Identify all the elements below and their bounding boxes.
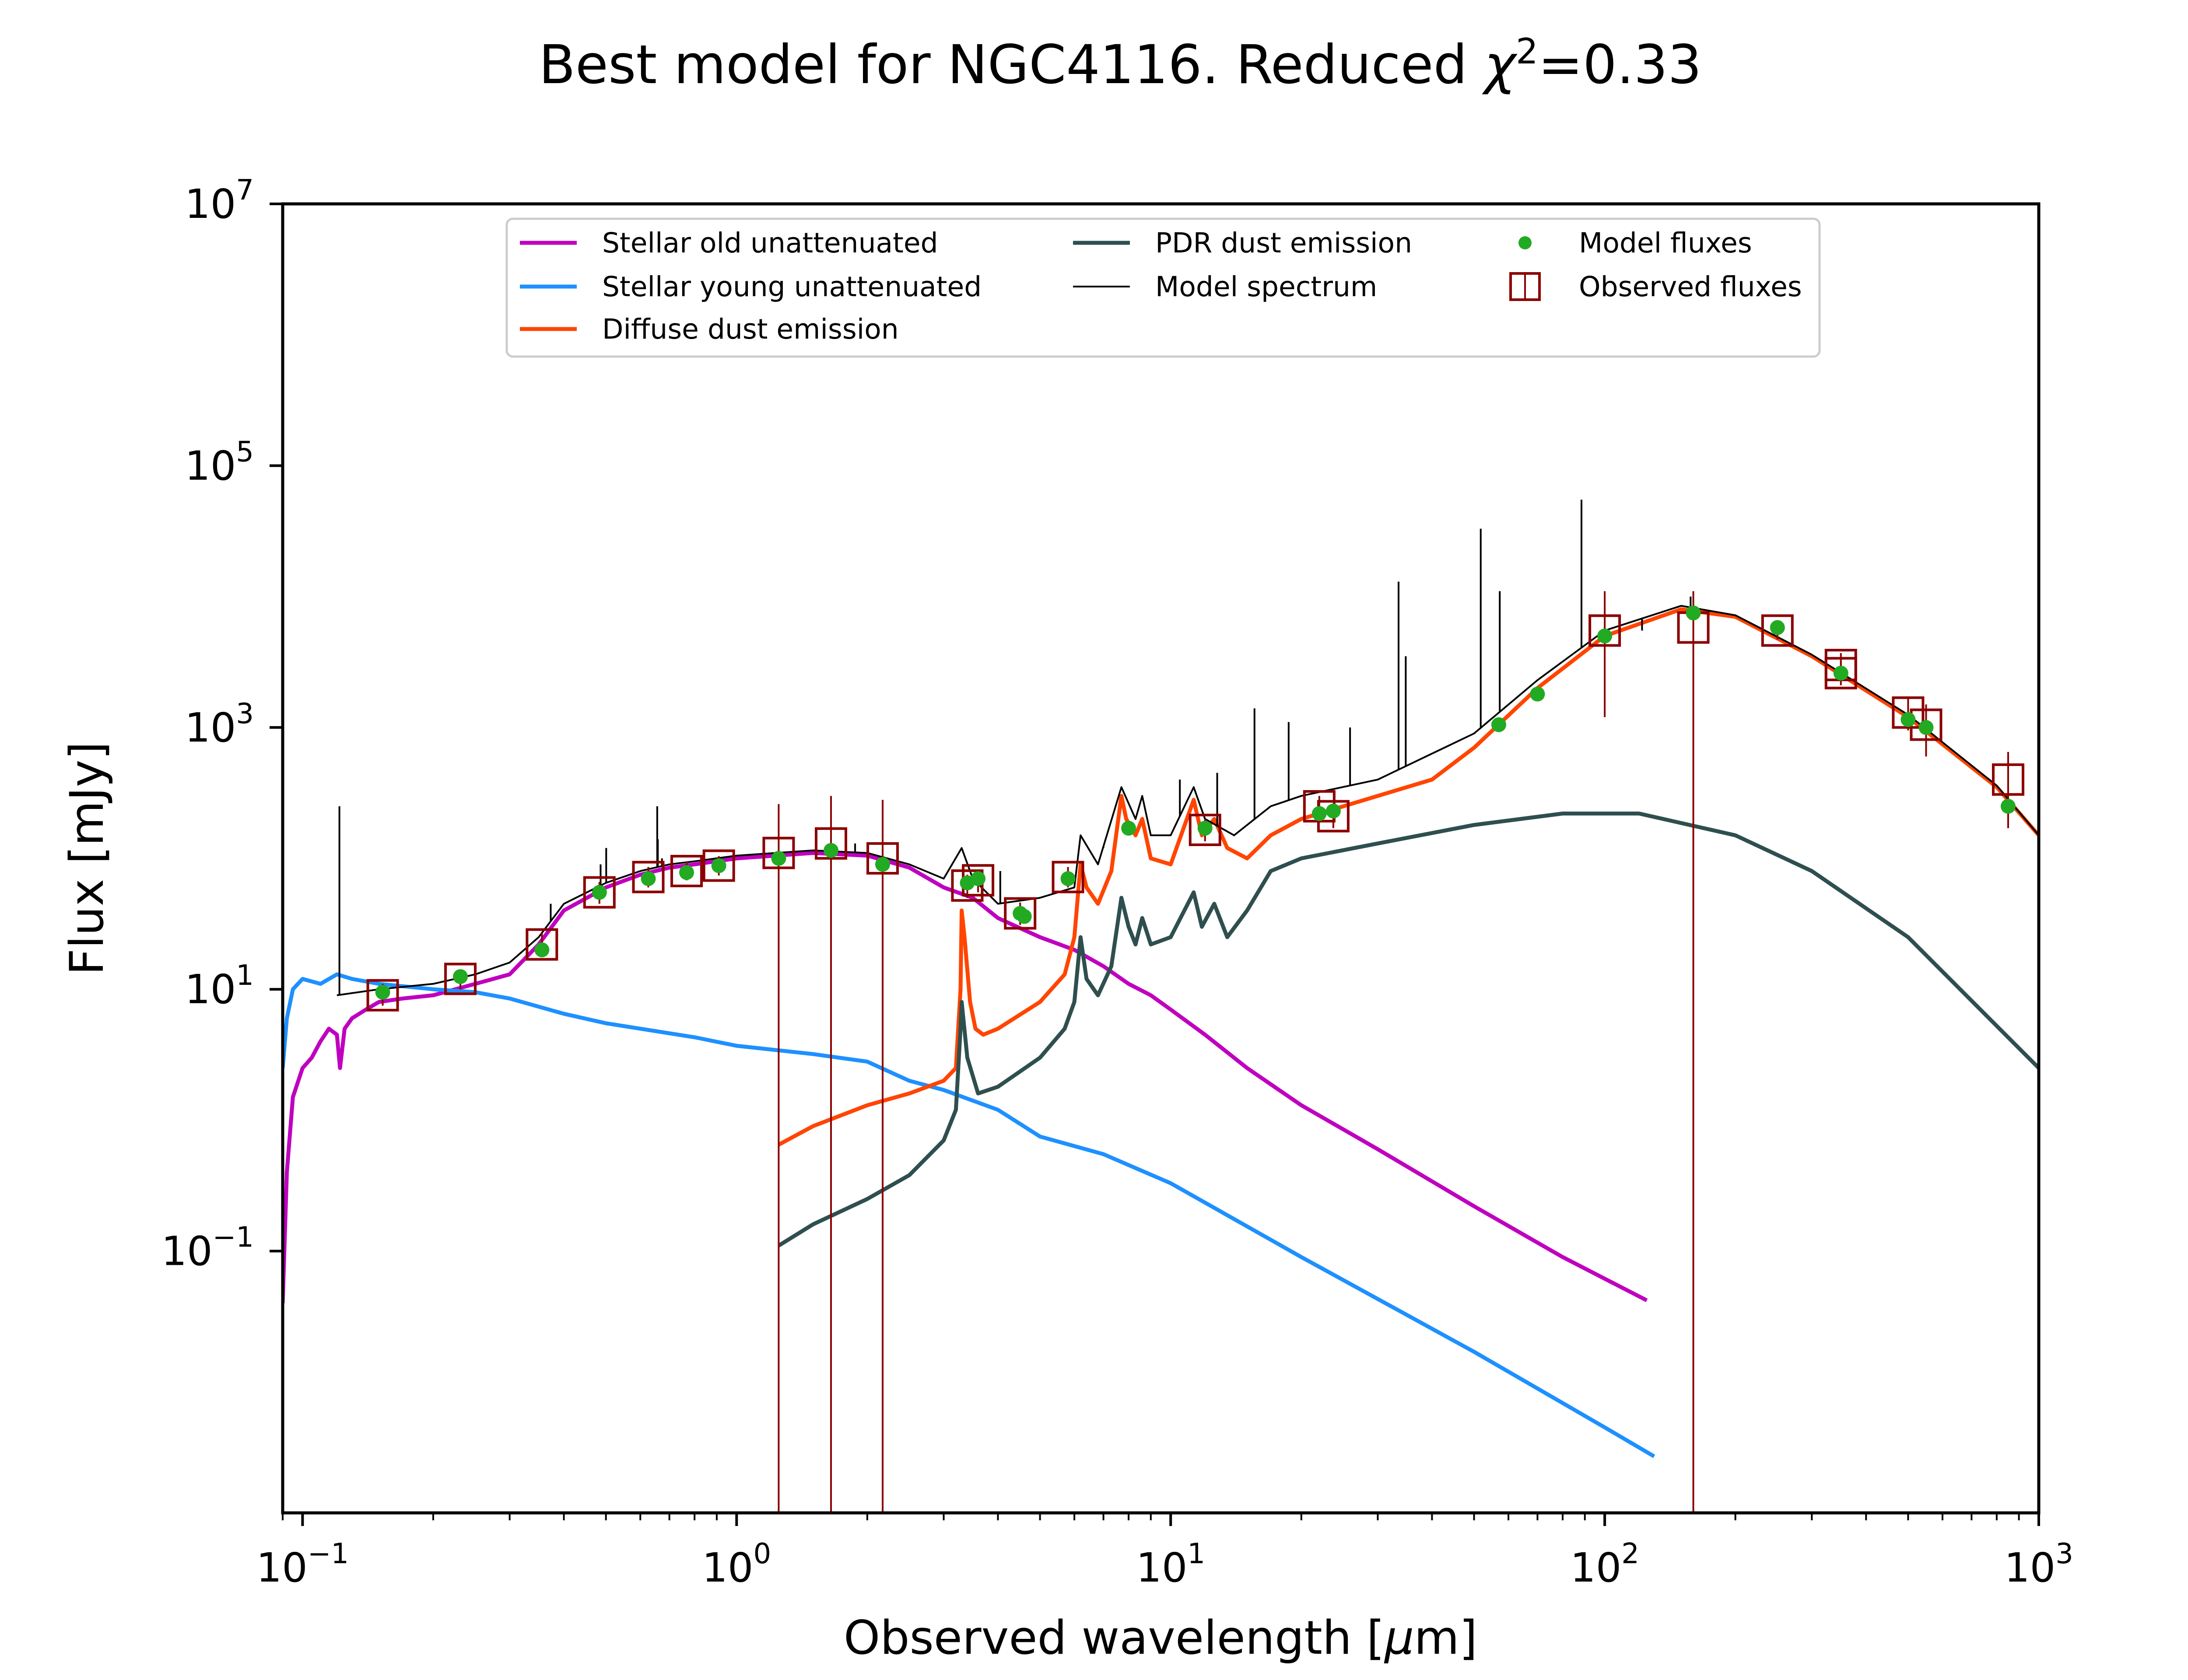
model-flux-point	[824, 843, 839, 858]
model-flux-point	[1900, 712, 1916, 727]
legend-label-old: Stellar old unattenuated	[602, 227, 938, 259]
x-tick-label: 101	[1136, 1538, 1205, 1591]
legend-label-young: Stellar young unattenuated	[602, 271, 982, 303]
observed-flux-marker	[815, 827, 848, 860]
observed-flux-marker	[583, 876, 616, 909]
model-flux-point	[641, 871, 656, 886]
legend-label-obsflux: Observed fluxes	[1579, 271, 1802, 303]
x-axis-label: Observed wavelength [μm]	[844, 1611, 1477, 1665]
observed-flux-marker	[670, 854, 703, 887]
observed-flux-marker	[1824, 657, 1857, 690]
axes: 10−1 100 101 102 103 10−1 101 103 105 107	[161, 174, 2073, 1591]
x-tick-label: 10−1	[256, 1538, 349, 1591]
model-flux-point	[1530, 686, 1545, 702]
observed-flux-marker	[762, 836, 795, 869]
x-tick-label: 100	[702, 1538, 771, 1591]
model-flux-point	[1597, 628, 1613, 644]
model-flux-point	[1197, 821, 1213, 836]
y-axis-label: Flux [mJy]	[60, 742, 114, 975]
y-tick-label: 107	[185, 174, 254, 228]
observed-flux-marker	[632, 861, 665, 893]
observed-flux-marker	[1189, 813, 1221, 846]
y-tick-label: 103	[185, 698, 254, 751]
plot-area	[283, 500, 2039, 1513]
legend-box	[505, 217, 1821, 358]
legend-swatch-modelflux	[1518, 236, 1532, 249]
model-flux-point	[875, 857, 891, 872]
legend-label-modelflux: Model fluxes	[1579, 227, 1752, 259]
series-line-young	[283, 972, 1655, 1458]
model-flux-point	[971, 871, 986, 886]
legend-label-diffuse: Diffuse dust emission	[602, 313, 899, 345]
model-flux-point	[453, 969, 468, 984]
model-flux-point	[1325, 803, 1341, 819]
series-line-pdr	[778, 812, 2039, 1248]
model-flux-point	[1121, 821, 1136, 836]
observed-flux-marker	[702, 849, 735, 882]
observed-flux-marker	[366, 979, 399, 1012]
chart-title: Best model for NGC4116. Reduced χ2=0.33	[539, 31, 1702, 96]
model-flux-point	[1017, 909, 1032, 924]
observed-flux-marker	[1588, 614, 1621, 647]
x-tick-label: 103	[2004, 1538, 2073, 1591]
y-tick-label: 101	[185, 959, 254, 1013]
model-flux-point	[771, 851, 786, 866]
model-flux-point	[679, 865, 694, 880]
observed-flux-marker	[1004, 897, 1037, 930]
series-line-model	[337, 605, 2039, 996]
legend: Stellar old unattenuated Stellar young un…	[505, 217, 1821, 358]
observed-flux-marker	[1892, 696, 1925, 729]
model-flux-point	[534, 942, 550, 958]
observed-flux-marker	[866, 842, 899, 875]
model-flux-point	[375, 984, 390, 1000]
model-flux-point	[711, 858, 726, 873]
y-tick-label: 105	[185, 436, 254, 489]
x-tick-label: 102	[1570, 1538, 1639, 1591]
observed-flux-marker	[1761, 614, 1794, 647]
legend-label-model: Model spectrum	[1155, 271, 1377, 303]
y-tick-label: 10−1	[161, 1222, 254, 1275]
observed-flux-marker	[526, 928, 558, 961]
model-flux-point	[1918, 720, 1934, 735]
model-flux-point	[1833, 665, 1848, 681]
model-flux-point	[1770, 620, 1785, 635]
legend-label-pdr: PDR dust emission	[1155, 227, 1412, 259]
model-flux-point	[2000, 798, 2016, 814]
observed-flux-marker	[1992, 763, 2024, 796]
observed-flux-marker	[1052, 861, 1084, 893]
model-flux-point	[1060, 871, 1076, 886]
model-flux-point	[1686, 605, 1701, 620]
model-flux-point	[1311, 806, 1327, 821]
model-flux-point	[592, 885, 607, 900]
series-line-old	[283, 851, 1648, 1303]
observed-flux-marker	[951, 869, 984, 902]
model-flux-point	[1491, 717, 1506, 732]
plot-frame	[281, 202, 2041, 1515]
observed-flux-marker	[444, 962, 477, 995]
